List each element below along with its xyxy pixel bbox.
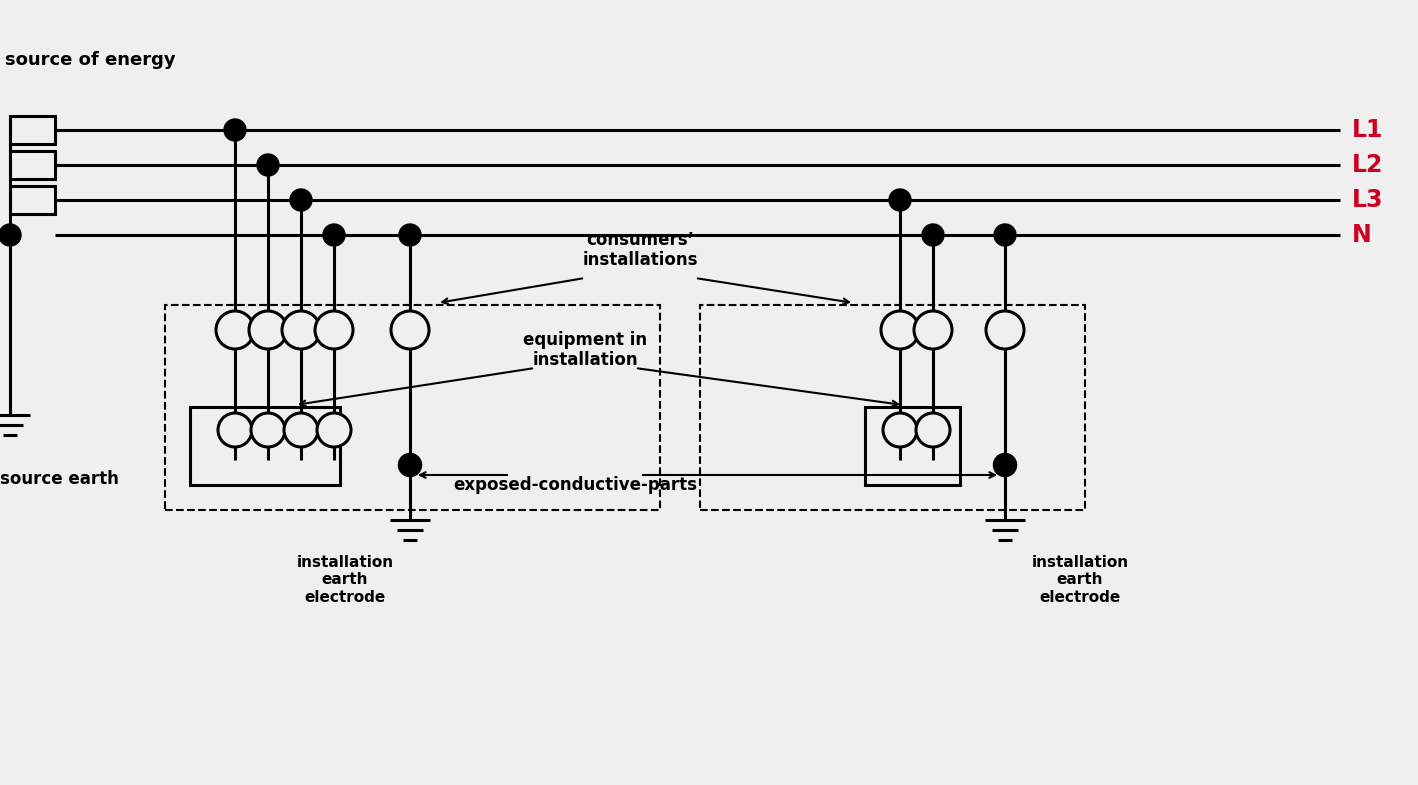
Circle shape [398,224,421,246]
Circle shape [251,413,285,447]
Bar [10,116,55,144]
Circle shape [291,189,312,211]
Circle shape [398,454,421,476]
Text: installation
earth
electrode: installation earth electrode [1031,555,1129,604]
Circle shape [250,311,286,349]
Circle shape [218,413,252,447]
Bar [10,151,55,179]
Circle shape [0,224,21,246]
Text: L1: L1 [1351,118,1384,142]
Circle shape [994,454,1017,476]
Circle shape [915,311,951,349]
Circle shape [986,311,1024,349]
Circle shape [916,413,950,447]
Bar [700,305,1085,510]
Circle shape [391,311,430,349]
Text: source of energy: source of energy [6,51,176,69]
Text: N: N [1351,223,1371,247]
Text: source earth: source earth [0,470,119,488]
Circle shape [881,311,919,349]
Circle shape [216,311,254,349]
Bar [10,186,55,214]
Circle shape [282,311,320,349]
Circle shape [257,154,279,176]
Circle shape [315,311,353,349]
Circle shape [318,413,352,447]
Circle shape [284,413,318,447]
Text: consumers’
installations: consumers’ installations [583,231,698,269]
Text: equipment in
installation: equipment in installation [523,330,647,370]
Text: L3: L3 [1351,188,1384,212]
Circle shape [323,224,345,246]
Circle shape [889,189,910,211]
Bar [164,305,659,510]
Circle shape [883,413,917,447]
Circle shape [922,224,944,246]
Text: installation
earth
electrode: installation earth electrode [296,555,394,604]
Text: exposed-conductive-parts: exposed-conductive-parts [452,476,698,494]
Circle shape [994,224,1017,246]
Bar [865,407,960,485]
Text: L2: L2 [1351,153,1384,177]
Bar [190,407,340,485]
Circle shape [224,119,245,141]
